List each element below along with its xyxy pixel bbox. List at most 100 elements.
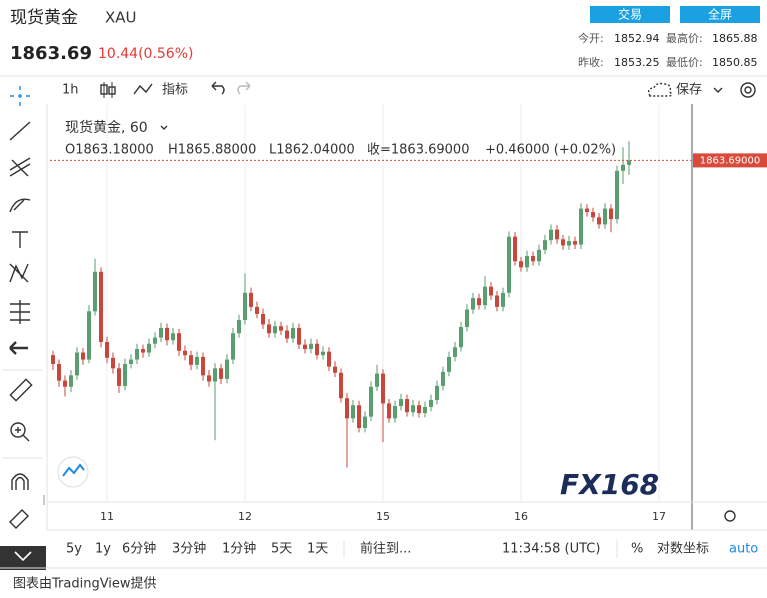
candle-body <box>525 255 529 268</box>
candle-body <box>495 295 499 307</box>
candle-body <box>339 372 343 399</box>
candle-body <box>249 292 253 307</box>
interval[interactable]: 1h <box>62 83 79 98</box>
indicators[interactable]: 指标 <box>162 83 188 98</box>
change: 10.44(0.56%) <box>98 46 193 62</box>
zoom-tool[interactable] <box>10 422 26 438</box>
candle-body <box>75 352 79 376</box>
candle-body <box>195 356 199 365</box>
candle-body <box>423 406 427 414</box>
candle-body <box>519 261 523 268</box>
candle-body <box>285 330 289 339</box>
undo[interactable] <box>211 81 225 95</box>
candle-body <box>117 368 121 386</box>
redo[interactable] <box>237 81 251 95</box>
tool-collapse[interactable] <box>0 546 46 570</box>
trade-button[interactable] <box>590 6 670 23</box>
candle-body <box>615 170 619 220</box>
x-tick-label: 17 <box>652 510 666 523</box>
candle-body <box>597 217 601 225</box>
pattern-tool[interactable] <box>9 263 29 283</box>
range[interactable]: 3分钟 <box>172 541 206 557</box>
candle-body <box>435 385 439 400</box>
candle-body <box>549 229 553 241</box>
save[interactable]: 保存 <box>676 83 702 98</box>
candle-body <box>591 212 595 218</box>
candle-body <box>417 405 421 414</box>
legend-title: 现货黄金, 60 <box>65 119 148 136</box>
candle-body <box>501 292 505 307</box>
ruler-tool[interactable] <box>9 378 33 402</box>
candle-body <box>381 373 385 404</box>
goto[interactable]: 前往到... <box>360 541 411 557</box>
axis-settings[interactable] <box>724 510 736 522</box>
candle-body <box>309 343 313 350</box>
tool-column <box>0 86 46 570</box>
candle-body <box>291 327 295 339</box>
candle-body <box>267 324 271 334</box>
watermark: FX168 <box>560 468 659 501</box>
candle-body <box>567 241 571 246</box>
crosshair-tool[interactable] <box>10 86 30 106</box>
settings[interactable] <box>740 82 756 98</box>
chevron <box>713 87 723 93</box>
title: 现货黄金 <box>10 8 78 28</box>
candle-body <box>327 351 331 367</box>
candle-body <box>165 327 169 341</box>
brush-tool[interactable] <box>9 198 31 213</box>
candle-body <box>387 403 391 419</box>
x-tick-label: 12 <box>238 510 252 523</box>
candle-body <box>609 208 613 220</box>
range[interactable]: 5y <box>66 542 82 557</box>
fib-tool[interactable] <box>9 157 31 177</box>
range[interactable]: 1天 <box>307 542 328 557</box>
log-toggle[interactable]: 对数坐标 <box>657 542 709 557</box>
candle-body <box>129 359 133 364</box>
magnet-tool[interactable] <box>11 473 29 490</box>
back-tool[interactable] <box>9 341 28 355</box>
candle-icon[interactable] <box>100 82 116 98</box>
candle-body <box>399 399 403 407</box>
candle-body <box>57 363 61 381</box>
clock: 11:34:58 (UTC) <box>502 542 600 557</box>
candle-body <box>201 356 205 376</box>
candle-body <box>585 208 589 213</box>
candle-body <box>135 349 139 360</box>
range[interactable]: 1y <box>95 542 111 557</box>
range[interactable]: 5天 <box>271 542 292 557</box>
candle-body <box>99 271 103 342</box>
fullscreen-button[interactable] <box>680 6 760 23</box>
percent-toggle[interactable]: % <box>631 542 643 557</box>
candle-body <box>177 333 181 351</box>
text-tool[interactable] <box>12 231 28 248</box>
stat-label: 最低价: <box>666 56 703 69</box>
legend-chevron[interactable] <box>160 125 168 130</box>
candle-body <box>141 349 145 353</box>
stat-value: 1853.25 <box>614 56 660 69</box>
indicator-icon[interactable] <box>133 83 153 95</box>
forecast-tool[interactable] <box>10 300 30 324</box>
x-tick-label: 16 <box>514 510 528 523</box>
legend-value: H1865.88000 <box>168 143 256 158</box>
candle-body <box>111 357 115 369</box>
candle-body <box>531 255 535 262</box>
settings-center <box>744 86 752 94</box>
range[interactable]: 1分钟 <box>222 541 256 557</box>
candle-body <box>507 236 511 293</box>
candle-body <box>465 309 469 328</box>
lock-draw[interactable] <box>9 509 29 529</box>
candle-body <box>483 286 487 306</box>
candle-body <box>537 249 541 262</box>
cloud-icon <box>647 82 673 97</box>
legend-value: L1862.04000 <box>269 143 355 158</box>
range[interactable]: 6分钟 <box>122 541 156 557</box>
candle-body <box>489 286 493 296</box>
candle-body <box>213 368 217 382</box>
candle-body <box>297 327 301 345</box>
candle-body <box>189 355 193 365</box>
candle-body <box>543 240 547 250</box>
line-tool[interactable] <box>9 121 31 141</box>
candle-body <box>93 271 97 312</box>
auto-toggle[interactable]: auto <box>729 542 758 557</box>
candle-body <box>123 363 127 386</box>
